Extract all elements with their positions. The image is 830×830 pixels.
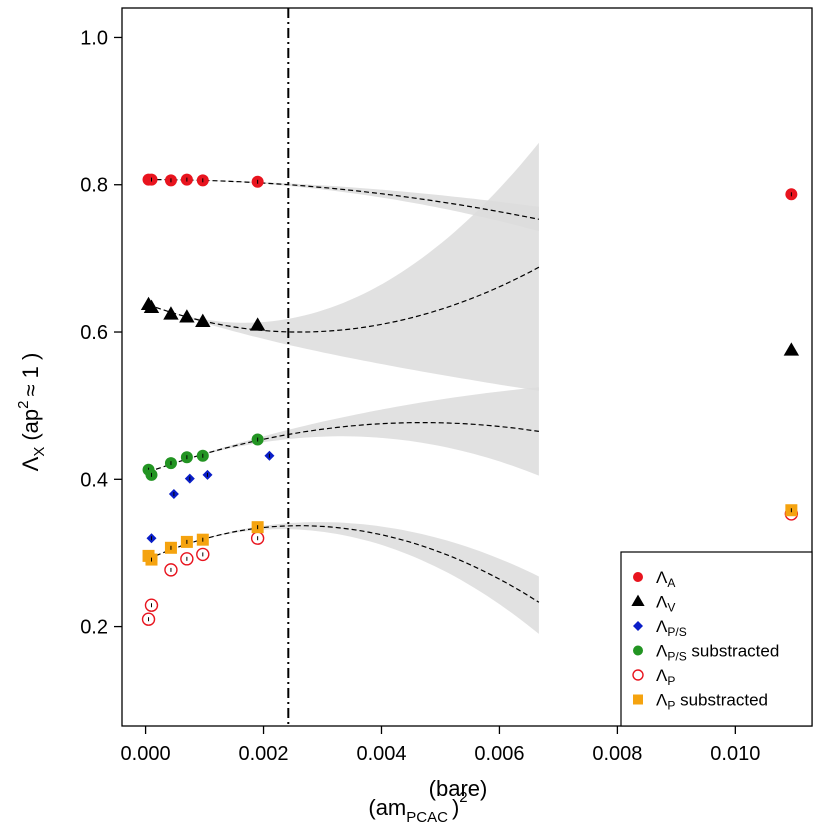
x-axis-title-pow: 2 — [459, 789, 467, 806]
point-P — [141, 612, 156, 626]
fit-Psub-band — [148, 522, 539, 634]
legend-label-base: Λ — [656, 568, 668, 587]
fit-Psub-line — [148, 525, 540, 603]
legend-label-PS: ΛP/S — [656, 617, 687, 639]
fit-PSsub-band — [148, 387, 539, 476]
y-axis-title-approx: ≈ 1 ) — [18, 353, 43, 397]
fit-A-line — [148, 179, 540, 220]
x-tick-label: 0.008 — [592, 743, 642, 765]
x-axis: 0.000 0.002 0.004 0.006 0.008 0.010 — [121, 726, 760, 765]
legend-label-sub: A — [667, 576, 675, 590]
legend-label-suffix: substracted — [675, 691, 768, 710]
x-tick-label: 0.010 — [710, 743, 760, 765]
x-axis-title-close: ) — [452, 795, 459, 820]
y-axis: 0.2 0.4 0.6 0.8 1.0 — [80, 27, 122, 639]
fit-lines — [148, 179, 540, 603]
legend-label-sub: P/S — [667, 650, 686, 664]
legend-marker-V — [631, 594, 645, 606]
legend-marker-Psub — [633, 694, 643, 705]
y-tick-label: 0.2 — [80, 617, 108, 639]
legend-label-P: ΛP — [656, 666, 675, 688]
legend-marker-PS — [633, 621, 643, 631]
x-axis-title-superscript: (bare) — [429, 776, 488, 801]
point-P — [196, 547, 210, 562]
legend-box — [620, 551, 813, 727]
y-axis-title: ΛX (ap2 ≈ 1 ) — [15, 353, 48, 472]
x-axis-title-base: (am — [368, 795, 406, 820]
y-axis-title-base: Λ — [18, 456, 43, 471]
fit-PSsub-line — [148, 422, 539, 473]
x-axis-title: (amPCAC)2 — [368, 789, 467, 826]
x-tick-label: 0.006 — [474, 743, 524, 765]
point-P — [144, 598, 159, 612]
legend-label-sub: P — [667, 699, 675, 713]
legend-label-V: ΛV — [656, 593, 675, 615]
y-axis-title-pow: 2 — [15, 401, 32, 409]
legend-label-A: ΛA — [656, 568, 675, 590]
y-tick-label: 0.4 — [80, 469, 108, 491]
y-tick-label: 0.8 — [80, 175, 108, 197]
legend-label-sub: P/S — [667, 625, 686, 639]
point-P — [180, 552, 194, 566]
legend-marker-P — [632, 669, 644, 681]
legend-label-suffix: substracted — [687, 642, 780, 661]
legend-label-PSsub: ΛP/S substracted — [656, 642, 779, 664]
legend-marker-A — [633, 572, 643, 582]
legend-marker-PSsub — [633, 645, 643, 656]
y-tick-label: 0.6 — [80, 322, 108, 344]
legend-label-Psub: ΛP substracted — [656, 691, 768, 713]
plot-frame — [121, 7, 813, 727]
point-P — [164, 563, 178, 577]
x-tick-label: 0.000 — [121, 743, 171, 765]
fit-V-line — [148, 266, 540, 333]
y-axis-title-sub: X — [31, 447, 48, 457]
legend-label-base: Λ — [656, 642, 668, 661]
x-tick-label: 0.004 — [356, 743, 406, 765]
y-axis-title-rest: (ap — [18, 409, 43, 441]
legend-label-sub: P — [667, 674, 675, 688]
legend-label-base: Λ — [656, 617, 668, 636]
fit-bands — [148, 142, 539, 634]
x-axis-title-sub: PCAC — [406, 809, 448, 826]
data-points — [140, 173, 800, 626]
x-tick-label: 0.002 — [239, 743, 289, 765]
y-tick-label: 1.0 — [80, 27, 108, 49]
legend-label-base: Λ — [656, 691, 668, 710]
legend-label-sub: V — [667, 601, 675, 615]
legend-label-base: Λ — [656, 666, 668, 685]
legend-label-base: Λ — [656, 593, 668, 612]
